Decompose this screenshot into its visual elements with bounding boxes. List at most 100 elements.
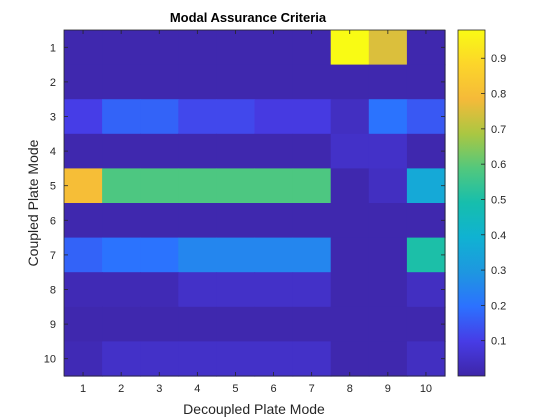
colorbar-tick-label: 0.5 [491,194,506,206]
heatmap-cell [254,99,294,135]
y-tick-label: 6 [50,215,56,227]
heatmap-cell [406,64,446,100]
x-tick-label: 1 [80,383,86,395]
heatmap-cell [102,30,141,66]
heatmap-cell [368,203,408,239]
heatmap-cell [178,237,217,273]
heatmap-cell [64,237,103,273]
heatmap-cell [406,168,446,204]
heatmap-cell [406,133,446,169]
heatmap-cell [140,272,179,308]
colorbar-tick-label: 0.4 [491,230,506,242]
heatmap-cells [64,30,446,377]
heatmap-cell [64,99,103,135]
heatmap-cell [292,272,332,308]
heatmap-cell [368,306,408,342]
heatmap-cell [178,64,217,100]
heatmap-cell [216,237,256,273]
x-tick-label: 9 [385,383,391,395]
y-tick-label: 3 [50,112,56,124]
x-tick-label: 10 [420,383,432,395]
heatmap-cell [140,30,179,66]
heatmap-cell [292,168,332,204]
heatmap-cell [292,99,332,135]
colorbar-tick-label: 0.6 [491,159,506,171]
y-tick-label: 2 [50,77,56,89]
heatmap-cell [330,133,370,169]
colorbar-tick-label: 0.3 [491,265,506,277]
heatmap-cell [216,203,256,239]
heatmap-cell [178,306,217,342]
colorbar: 0.1 0.2 0.3 0.4 0.5 0.6 0.7 0.8 0.9 [457,29,506,377]
heatmap-cell [330,306,370,342]
heatmap-cell [178,341,217,377]
heatmap-cell [140,99,179,135]
heatmap-cell [368,99,408,135]
heatmap-cell [216,99,256,135]
heatmap-cell [368,237,408,273]
heatmap-cell [140,237,179,273]
heatmap-cell [254,341,294,377]
heatmap-cell [102,133,141,169]
heatmap-cell [254,133,294,169]
heatmap-cell [330,341,370,377]
x-tick-label: 3 [156,383,162,395]
x-tick-label: 4 [194,383,200,395]
heatmap-cell [368,30,408,66]
heatmap-cell [254,203,294,239]
heatmap-cell [178,203,217,239]
heatmap-cell [368,133,408,169]
heatmap-cell [178,168,217,204]
heatmap-cell [102,64,141,100]
heatmap-cell [102,203,141,239]
heatmap-cell [406,30,446,66]
heatmap-cell [140,203,179,239]
y-tick-label: 8 [50,285,56,297]
heatmap-cell [368,341,408,377]
colorbar-tick-label: 0.1 [491,336,506,348]
heatmap-cell [216,64,256,100]
heatmap-cell [254,306,294,342]
heatmap-cell [102,341,141,377]
x-axis-label: Decoupled Plate Mode [183,401,325,417]
heatmap-cell [102,272,141,308]
y-tick-label: 7 [50,250,56,262]
heatmap-cell [292,64,332,100]
heatmap-cell [254,237,294,273]
heatmap-cell [64,133,103,169]
heatmap-cell [178,133,217,169]
heatmap-cell [216,168,256,204]
heatmap-cell [330,203,370,239]
heatmap-cell [330,99,370,135]
heatmap-cell [406,272,446,308]
x-axis-ticks: 1 2 3 4 5 6 7 8 9 10 [80,30,432,395]
y-tick-label: 1 [50,42,56,54]
heatmap-cell [102,237,141,273]
heatmap-cell [216,306,256,342]
heatmap-cell [292,341,332,377]
heatmap-cell [406,341,446,377]
heatmap-cell [406,99,446,135]
heatmap-cell [64,64,103,100]
heatmap-cell [216,133,256,169]
heatmap-cell [406,306,446,342]
y-tick-label: 5 [50,181,56,193]
y-axis-ticks: 1 2 3 4 5 6 7 8 9 10 [44,42,445,366]
heatmap-cell [216,272,256,308]
heatmap-cell [330,64,370,100]
heatmap-cell [102,99,141,135]
heatmap-cell [330,30,370,66]
x-tick-label: 6 [270,383,276,395]
colorbar-tick-label: 0.9 [491,53,506,65]
colorbar-tick-label: 0.2 [491,300,506,312]
heatmap-cell [368,272,408,308]
heatmap-cell [64,272,103,308]
heatmap-cell [254,272,294,308]
heatmap-cell [64,168,103,204]
colorbar-tick-label: 0.7 [491,124,506,136]
heatmap-cell [254,64,294,100]
heatmap-cell [330,272,370,308]
heatmap-cell [140,64,179,100]
plot-frame [63,29,446,377]
